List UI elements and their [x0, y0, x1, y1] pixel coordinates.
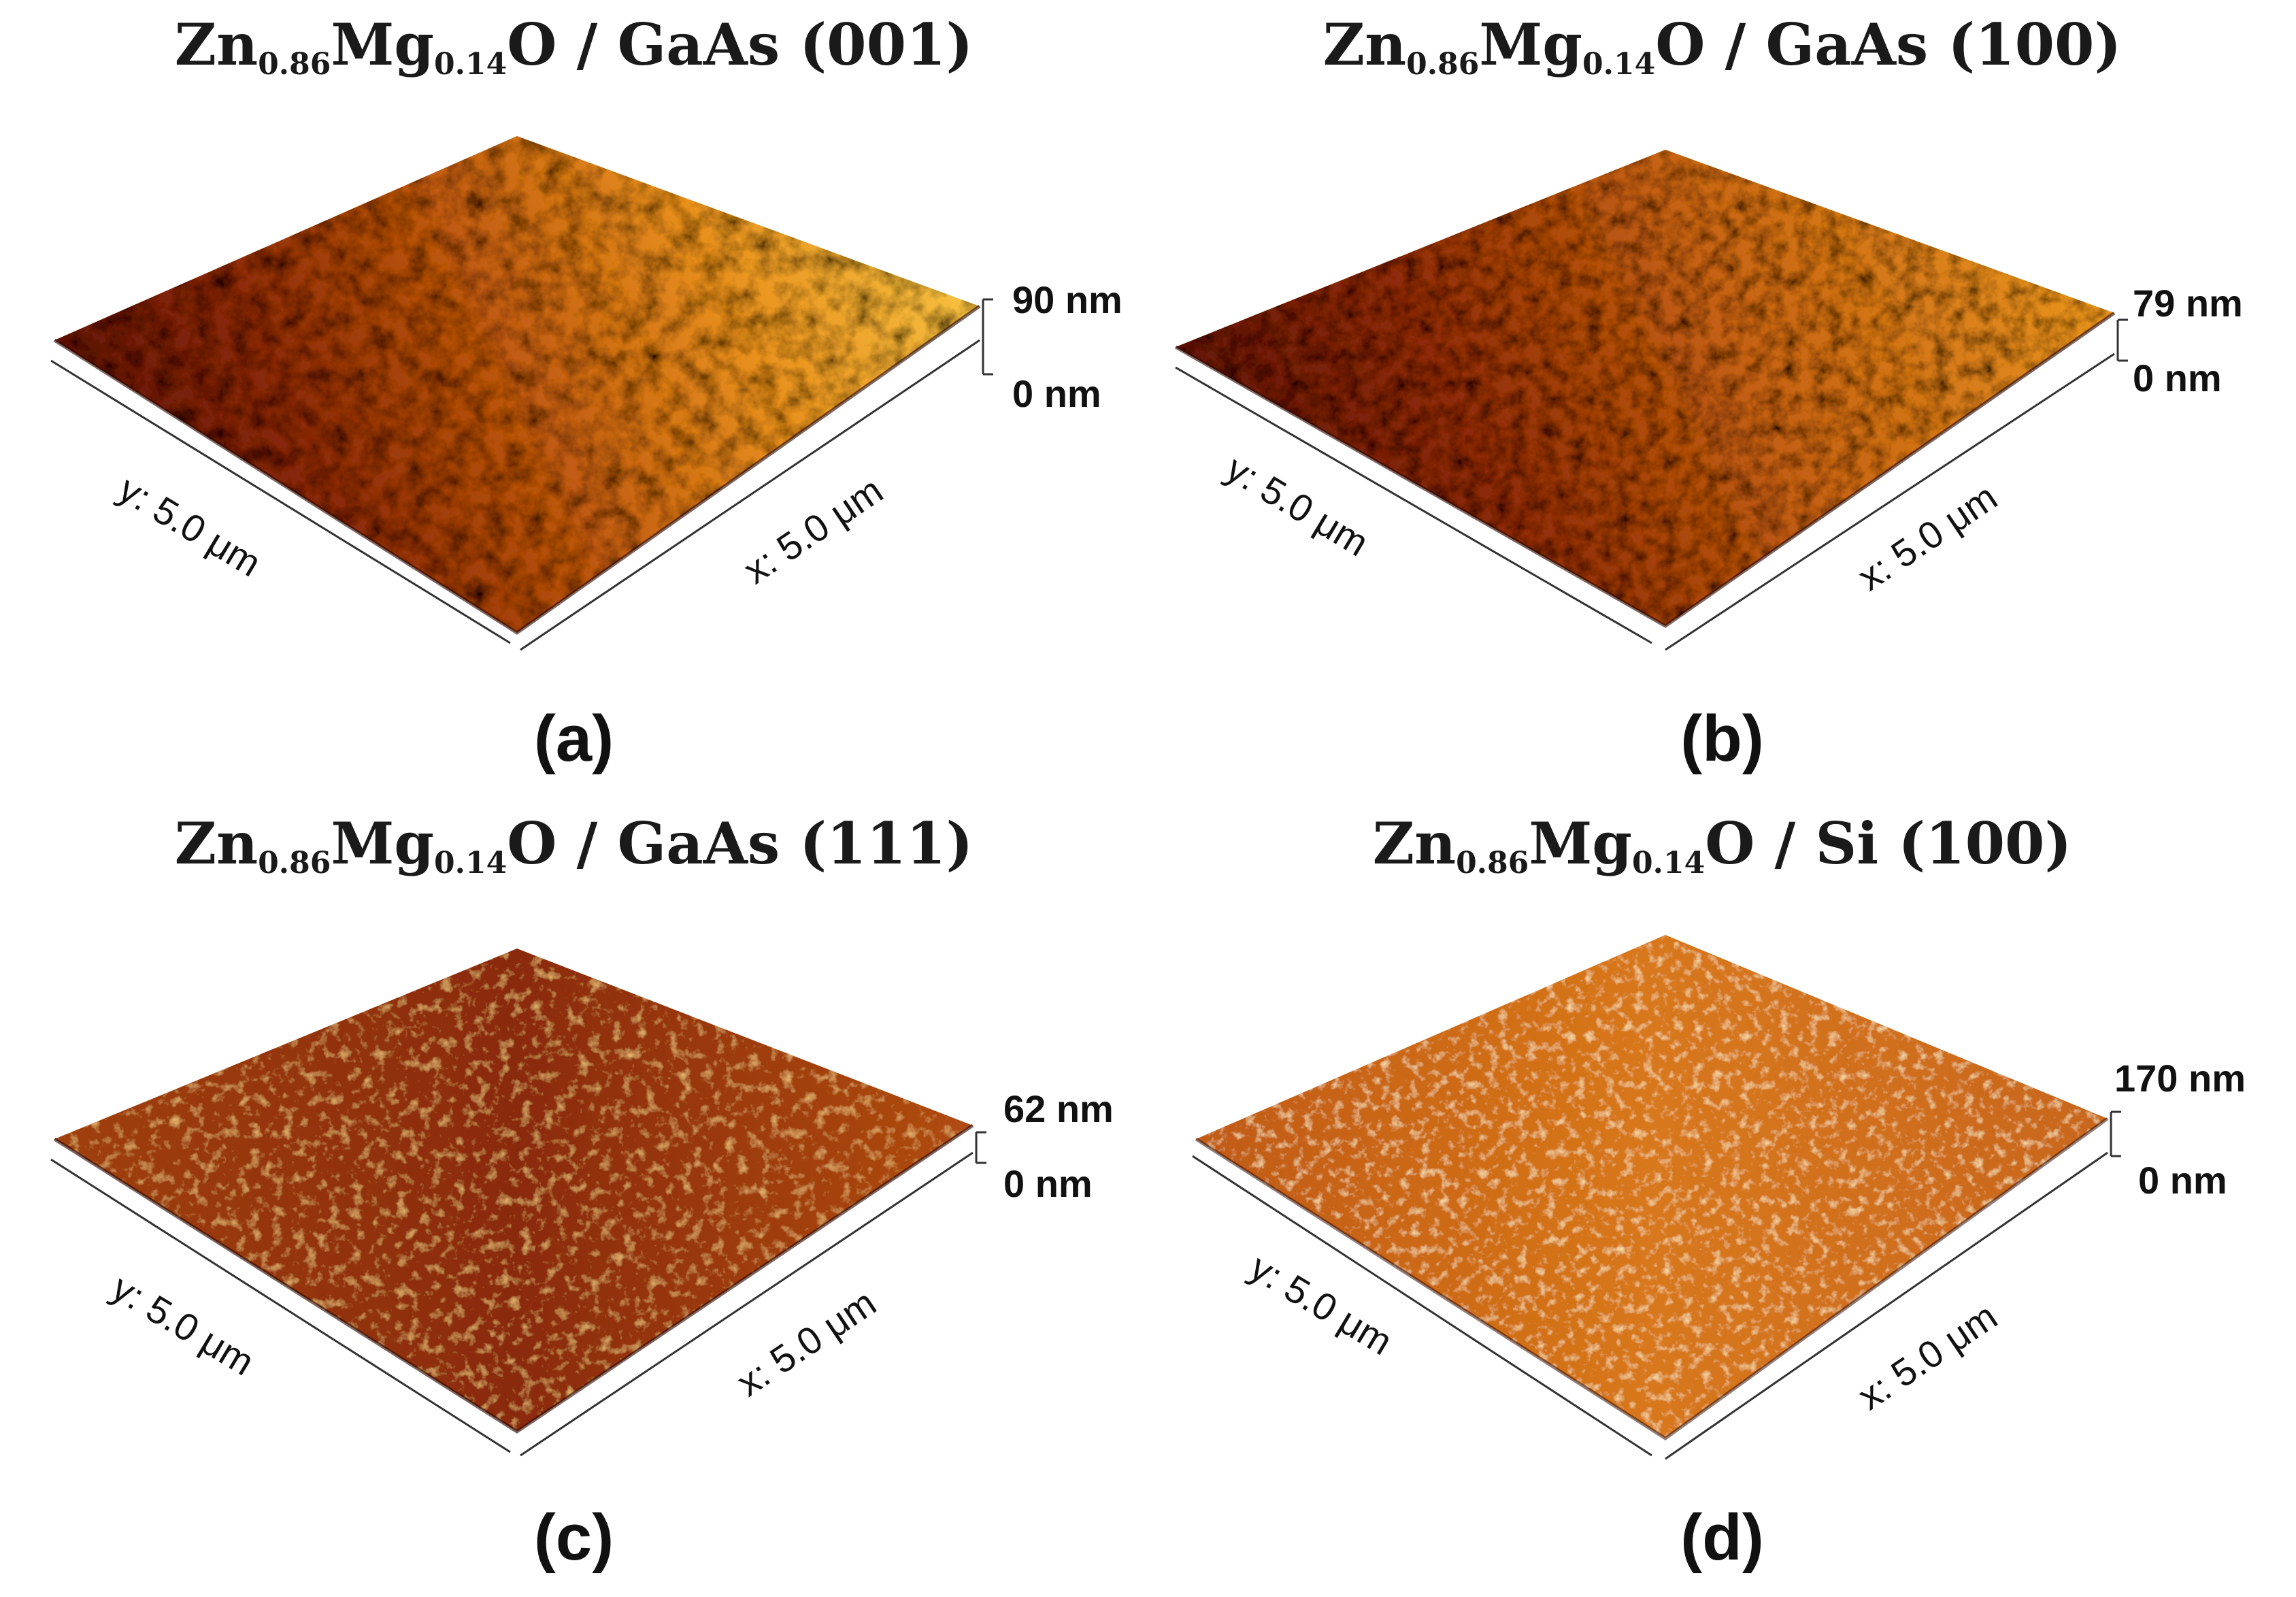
- panel-b: Zn0.86Mg0.14O / GaAs (100): [1148, 0, 2296, 798]
- panel-c-afm-surface: y: 5.0 μm x: 5.0 μm 62 nm 0 nm: [50, 949, 1114, 1457]
- panel-c-axes: [50, 1131, 986, 1457]
- panel-d-label: (d): [1680, 1501, 1764, 1574]
- panel-b-surface-polygon: [1176, 150, 2114, 626]
- panel-c-y-axis-line: [50, 1158, 511, 1453]
- panel-b-x-axis-line: [1665, 352, 2115, 651]
- panel-c-z-min: 0 nm: [1003, 1162, 1093, 1205]
- panel-d-x-label: x: 5.0 μm: [1850, 1294, 2004, 1418]
- panel-c-z-max: 62 nm: [1003, 1087, 1114, 1130]
- panel-a-y-label: y: 5.0 μm: [112, 467, 269, 585]
- panel-a-afm-surface: y: 5.0 μm x: 5.0 μm 90 nm 0 nm: [50, 136, 1122, 651]
- panel-c-title: Zn0.86Mg0.14O / GaAs (111): [174, 810, 974, 880]
- panel-b-y-label: y: 5.0 μm: [1219, 446, 1376, 564]
- panel-d-y-label: y: 5.0 μm: [1243, 1245, 1400, 1363]
- panel-c: Zn0.86Mg0.14O / GaAs (111): [0, 799, 1148, 1597]
- panel-a-x-axis-line: [520, 339, 980, 651]
- panel-b-label: (b): [1680, 702, 1764, 775]
- panel-b-z-max: 79 nm: [2133, 282, 2243, 325]
- panel-b-x-label: x: 5.0 μm: [1850, 475, 2004, 599]
- panel-a-z-max: 90 nm: [1012, 278, 1122, 321]
- panel-d-afm-surface: y: 5.0 μm x: 5.0 μm 170 nm 0 nm: [1192, 935, 2246, 1460]
- panel-a-z-min: 0 nm: [1012, 372, 1101, 415]
- panel-a-x-label: x: 5.0 μm: [735, 468, 890, 592]
- panel-b-y-axis-line: [1175, 366, 1652, 644]
- panel-d-title: Zn0.86Mg0.14O / Si (100): [1372, 810, 2072, 880]
- panel-d-y-axis-line: [1192, 1155, 1652, 1457]
- panel-c-x-axis-line: [520, 1151, 974, 1457]
- panel-a-label: (a): [533, 702, 614, 775]
- panel-d-surface-polygon: [1196, 935, 2108, 1438]
- panel-b-axes: [1175, 318, 2128, 651]
- panel-b-z-min: 0 nm: [2133, 357, 2222, 399]
- panel-a-title: Zn0.86Mg0.14O / GaAs (001): [174, 11, 974, 82]
- panel-a-y-axis-line: [50, 359, 511, 644]
- panel-d-z-max: 170 nm: [2114, 1057, 2246, 1100]
- panel-d-z-min: 0 nm: [2138, 1159, 2227, 1202]
- panel-a-axes: [50, 298, 993, 651]
- panel-d-x-axis-line: [1665, 1151, 2108, 1460]
- panel-a: Zn0.86Mg0.14O / GaAs (001): [0, 0, 1148, 798]
- panel-c-y-label: y: 5.0 μm: [105, 1266, 262, 1383]
- panel-d-axes: [1192, 1110, 2121, 1460]
- panel-c-surface-polygon: [54, 949, 973, 1432]
- panel-a-surface-polygon: [54, 136, 980, 633]
- panel-b-title: Zn0.86Mg0.14O / GaAs (100): [1322, 11, 2122, 82]
- panel-b-afm-surface: y: 5.0 μm x: 5.0 μm 79 nm 0 nm: [1174, 150, 2243, 651]
- panel-c-label: (c): [533, 1501, 614, 1574]
- panel-d: Zn0.86Mg0.14O / Si (100): [1148, 799, 2296, 1597]
